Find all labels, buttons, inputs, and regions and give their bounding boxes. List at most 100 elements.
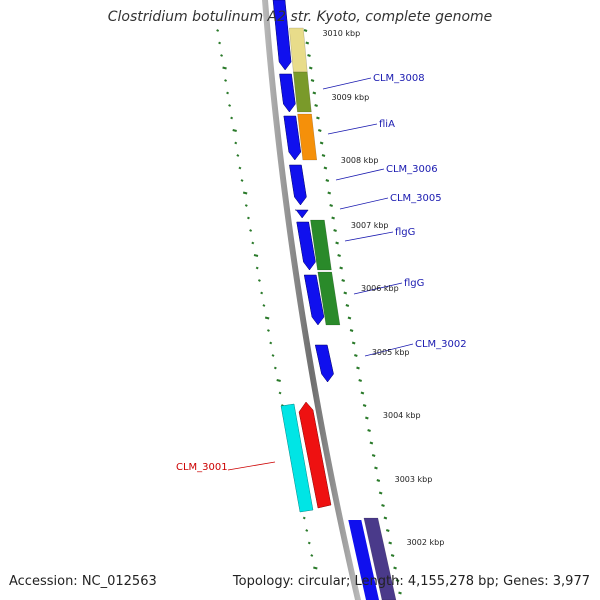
gc-tick bbox=[238, 166, 242, 170]
gc-tick-outer bbox=[381, 504, 385, 507]
gc-tick bbox=[273, 366, 277, 370]
gc-tick bbox=[240, 179, 244, 182]
leader-line bbox=[344, 231, 394, 242]
gc-tick bbox=[216, 29, 220, 32]
feature-4 bbox=[310, 219, 332, 271]
gc-tick-outer bbox=[376, 479, 381, 482]
leader-line bbox=[353, 282, 403, 295]
gc-tick-outer bbox=[374, 466, 378, 470]
gene-label: CLM_3001 bbox=[176, 462, 228, 473]
gc-tick-outer bbox=[331, 216, 335, 220]
kbp-tick-label: 3009 kbp bbox=[331, 93, 369, 102]
gc-tick-outer bbox=[367, 429, 371, 432]
gc-tick-outer bbox=[314, 104, 318, 107]
gc-tick-outer bbox=[327, 191, 332, 195]
gc-tick-outer bbox=[305, 41, 310, 45]
leader-line bbox=[322, 77, 372, 90]
gc-tick bbox=[253, 254, 259, 257]
forward-cds-arrow-2 bbox=[279, 73, 296, 113]
gc-tick-outer bbox=[319, 141, 324, 145]
gc-tick-outer bbox=[395, 579, 400, 582]
gc-tick bbox=[251, 241, 255, 245]
reverse-cds-cyan bbox=[280, 403, 314, 513]
kbp-tick-label: 3004 kbp bbox=[383, 411, 421, 420]
gc-tick-outer bbox=[351, 341, 356, 345]
gene-label: CLM_3005 bbox=[390, 193, 442, 204]
gc-tick bbox=[257, 279, 261, 282]
gc-tick-outer bbox=[308, 66, 313, 70]
gc-tick-outer bbox=[317, 129, 322, 132]
gc-tick-outer bbox=[354, 354, 358, 357]
forward-cds-arrow-1 bbox=[272, 0, 292, 71]
kbp-tick-label: 3003 kbp bbox=[395, 475, 433, 484]
forward-cds-arrow-3 bbox=[283, 115, 302, 161]
gc-tick bbox=[242, 191, 248, 195]
gc-tick-outer bbox=[347, 316, 352, 320]
gc-tick bbox=[224, 79, 227, 82]
forward-cds-arrow-6 bbox=[296, 221, 316, 271]
gc-tick-outer bbox=[388, 541, 392, 545]
forward-cds-arrow-7 bbox=[303, 274, 325, 326]
map-title: Clostridium botulinum A2 str. Kyoto, com… bbox=[107, 9, 493, 25]
kbp-tick-label: 3002 kbp bbox=[407, 538, 445, 547]
gc-tick bbox=[222, 66, 227, 70]
feature-track bbox=[272, 0, 397, 600]
gc-tick bbox=[232, 129, 237, 132]
gene-label: CLM_3008 bbox=[373, 73, 425, 84]
gc-tick bbox=[278, 391, 282, 395]
gc-tick-outer bbox=[321, 154, 326, 157]
gc-tick bbox=[228, 104, 232, 107]
gc-tick bbox=[310, 554, 314, 557]
gc-tick bbox=[266, 329, 270, 332]
gc-tick-outer bbox=[339, 266, 343, 270]
backbone-band bbox=[262, 0, 361, 600]
gc-tick-outer bbox=[341, 279, 346, 282]
gc-tick-outer bbox=[310, 79, 315, 82]
gc-tick-outer bbox=[360, 391, 365, 395]
gc-tick-outer bbox=[358, 379, 363, 382]
kbp-tick-label: 3006 kbp bbox=[361, 284, 399, 293]
gc-tick-outer bbox=[323, 166, 328, 170]
feature-5 bbox=[317, 271, 341, 326]
gc-tick bbox=[226, 91, 230, 95]
gc-tick-outer bbox=[333, 229, 337, 232]
feature-3 bbox=[297, 113, 318, 161]
gc-tick bbox=[220, 54, 224, 57]
gc-tick-outer bbox=[390, 554, 395, 557]
gene-label: CLM_3006 bbox=[386, 164, 438, 175]
gc-tick-outer bbox=[385, 529, 390, 532]
kbp-tick-label: 3010 kbp bbox=[322, 29, 360, 38]
gc-tick-outer bbox=[335, 241, 339, 245]
leader-line bbox=[327, 123, 378, 135]
gc-tick-outer bbox=[343, 291, 348, 295]
gene-label: flgG bbox=[395, 227, 415, 238]
gc-tick bbox=[302, 516, 306, 520]
gc-tick-outer bbox=[345, 304, 350, 307]
forward-cds-arrow-5 bbox=[295, 209, 309, 219]
labels: 3010 kbp 3009 kbp 3008 kbp 3007 kbp 3006 kbp… bbox=[176, 29, 467, 547]
forward-cds-arrow-4 bbox=[289, 164, 307, 206]
gene-label: fliA bbox=[379, 119, 395, 130]
gc-tick-outer bbox=[365, 416, 369, 420]
genome-summary-text: Topology: circular; Length: 4,155,278 bp… bbox=[232, 574, 590, 589]
reverse-cds-red bbox=[298, 401, 332, 509]
gc-tick bbox=[236, 154, 240, 157]
kbp-tick-label: 3008 kbp bbox=[341, 156, 379, 165]
gc-tick bbox=[255, 266, 259, 270]
gc-tick-outer bbox=[393, 566, 397, 570]
gene-label: flgG bbox=[404, 278, 424, 289]
gc-tick bbox=[230, 116, 234, 120]
gc-tick bbox=[271, 354, 275, 357]
feature-8 bbox=[363, 517, 397, 600]
gc-tick bbox=[234, 141, 238, 145]
gc-tick-outer bbox=[383, 516, 388, 520]
gc-tick bbox=[269, 341, 273, 345]
backbone bbox=[262, 0, 361, 600]
gc-tick bbox=[305, 529, 309, 532]
gc-tick-outer bbox=[378, 491, 383, 495]
gc-tick-outer bbox=[316, 116, 320, 120]
gc-tick-outer bbox=[398, 591, 402, 595]
gc-tick-outer bbox=[312, 91, 317, 95]
leader-line bbox=[339, 197, 389, 210]
forward-cds-arrow-8 bbox=[314, 344, 334, 383]
